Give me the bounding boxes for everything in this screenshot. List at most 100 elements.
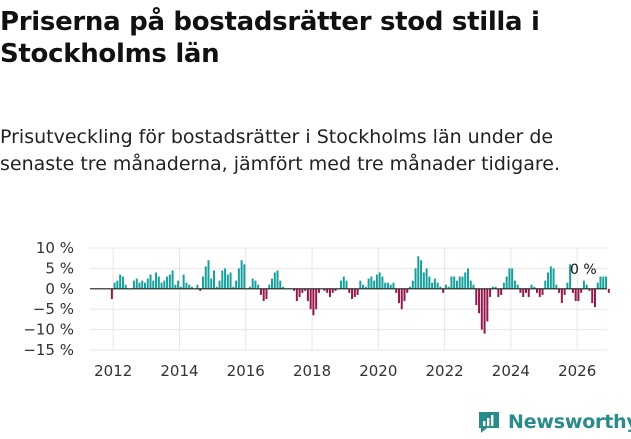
bar	[351, 288, 354, 299]
bar	[442, 288, 445, 293]
bar	[135, 278, 138, 289]
bar	[472, 284, 475, 289]
bar	[549, 266, 552, 289]
bar	[599, 276, 602, 289]
x-tick-label: 2020	[359, 362, 397, 380]
bar	[558, 288, 561, 293]
bar	[174, 284, 177, 289]
bar	[516, 284, 519, 289]
bar	[146, 278, 149, 289]
bar	[502, 282, 505, 289]
bar	[295, 288, 298, 302]
bar	[232, 286, 235, 289]
bar	[428, 276, 431, 289]
bar	[306, 288, 309, 302]
bar	[414, 268, 417, 289]
bar	[326, 288, 329, 293]
bar	[585, 284, 588, 289]
latest-value-label: 0 %	[570, 262, 597, 278]
bar	[381, 276, 384, 289]
bar	[544, 280, 547, 289]
bar	[370, 276, 373, 289]
bar	[417, 256, 420, 289]
bar	[605, 276, 608, 289]
bar	[491, 286, 494, 289]
bar	[124, 284, 127, 289]
bar	[560, 288, 563, 304]
newsworthy-logo-icon	[479, 412, 499, 433]
bar	[522, 288, 525, 297]
chart-subtitle: Prisutveckling för bostadsrätter i Stock…	[0, 126, 560, 175]
bar	[591, 288, 594, 304]
bar	[248, 286, 251, 289]
bar	[185, 282, 188, 289]
bar	[359, 280, 362, 289]
bar	[265, 288, 268, 299]
bar	[513, 280, 516, 289]
bar	[218, 280, 221, 289]
bar	[489, 288, 492, 297]
bar	[403, 288, 406, 302]
bar	[226, 274, 229, 289]
bar	[505, 276, 508, 289]
bar	[486, 288, 489, 322]
bar	[342, 276, 345, 289]
bar	[555, 284, 558, 289]
bar	[425, 268, 428, 289]
bar	[455, 280, 458, 289]
bar-chart: 10 % 5 % 0 % −5 % −10 % −15 % 2012 2014 2016 2018…	[23, 239, 610, 380]
bar	[215, 286, 218, 289]
x-tick-label: 2018	[293, 362, 331, 380]
bar	[444, 284, 447, 289]
bar	[345, 280, 348, 289]
bar	[593, 288, 596, 308]
bar	[340, 280, 342, 289]
bar	[453, 276, 456, 289]
y-tick-label: 0 %	[45, 280, 74, 298]
bar	[566, 282, 569, 289]
bar	[406, 288, 409, 293]
bar	[121, 276, 124, 289]
bar	[312, 288, 315, 316]
bar	[497, 288, 500, 297]
bar	[207, 260, 210, 289]
bar	[367, 278, 370, 289]
newsworthy-logo[interactable]: Newsworthy	[476, 408, 631, 436]
bar	[141, 280, 144, 289]
bar	[574, 288, 577, 302]
bar	[188, 284, 191, 289]
bar	[271, 278, 273, 289]
bar	[378, 272, 381, 289]
bar	[524, 288, 527, 293]
bar	[447, 286, 450, 289]
bar	[331, 288, 334, 293]
bar	[204, 266, 207, 289]
bar	[152, 280, 155, 289]
y-tick-label: 10 %	[36, 239, 74, 257]
bar	[469, 280, 472, 289]
bar	[362, 284, 365, 289]
bar	[607, 288, 610, 293]
bar	[229, 272, 232, 289]
bar	[433, 278, 436, 289]
bar	[138, 282, 141, 289]
bar	[268, 284, 271, 289]
bar	[411, 280, 414, 289]
bar	[420, 260, 423, 289]
bar	[483, 288, 486, 334]
bar	[461, 276, 464, 289]
bar	[182, 274, 185, 289]
bar	[409, 286, 412, 289]
bar	[298, 288, 301, 297]
bar	[317, 288, 320, 293]
y-tick-label: −15 %	[23, 341, 74, 359]
bar	[168, 274, 171, 289]
bar	[569, 264, 572, 289]
bar	[237, 268, 240, 289]
x-tick-label: 2026	[558, 362, 596, 380]
brand-name: Newsworthy	[508, 411, 631, 433]
bar	[254, 280, 257, 289]
bar	[547, 272, 550, 289]
bar	[163, 280, 166, 289]
y-tick-label: −5 %	[33, 300, 74, 318]
